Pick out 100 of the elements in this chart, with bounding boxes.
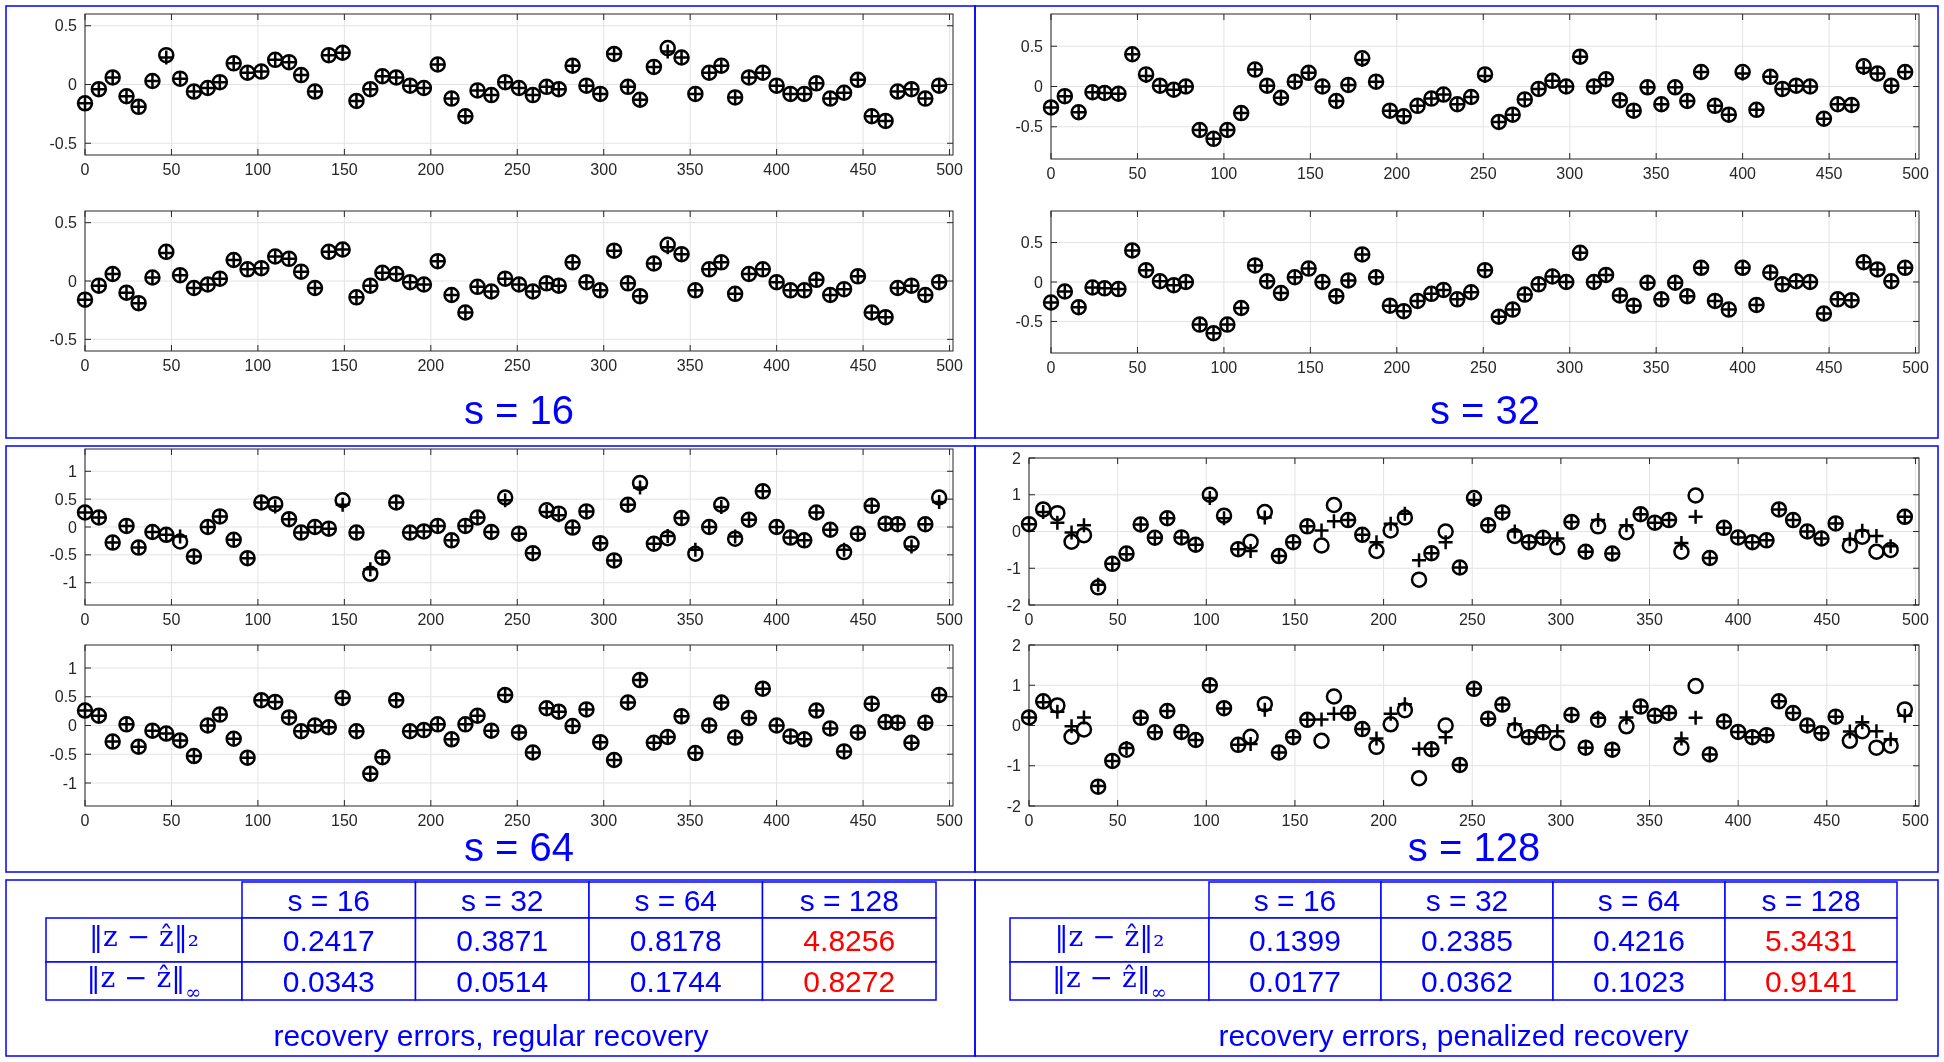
x-tick-label: 150: [331, 611, 358, 628]
x-tick-label: s = 32: [460, 883, 544, 917]
x-tick-label: 100: [244, 611, 272, 628]
x-tick-label: 200: [417, 161, 445, 178]
y-tick-label: 2: [1012, 449, 1022, 467]
x-tick-label: 50: [162, 812, 181, 829]
x-axis-title: s = 16: [463, 388, 575, 432]
x-tick-label: 400: [1724, 812, 1752, 829]
y-tick-label: -1: [1006, 757, 1022, 775]
x-tick-label: 100: [1210, 165, 1238, 182]
x-tick-label: s = 16: [287, 883, 371, 917]
x-tick-label: 250: [503, 611, 531, 628]
x-tick-label: 350: [676, 611, 704, 628]
x-tick-label: 400: [763, 611, 791, 628]
x-tick-label: 300: [1547, 812, 1575, 829]
x-tick-label: 150: [331, 812, 358, 829]
y-tick-label: 0: [1012, 717, 1022, 735]
x-tick-label: 50: [162, 161, 181, 178]
x-tick-label: 450: [1813, 611, 1841, 628]
x-tick-label: 250: [1458, 611, 1486, 628]
y-tick-label: 0: [68, 518, 78, 536]
x-tick-label: 450: [1813, 812, 1841, 829]
data-label: 0.3871: [456, 923, 549, 957]
x-tick-label: s = 128: [799, 883, 899, 917]
x-tick-label: 450: [849, 161, 877, 178]
x-tick-label: 500: [936, 812, 963, 829]
data-label: 4.8256: [803, 923, 896, 957]
x-tick-label: 200: [1370, 812, 1398, 829]
x-axis-title: s = 32: [1429, 388, 1541, 432]
x-tick-label: 350: [676, 357, 704, 374]
x-tick-label: 500: [936, 357, 963, 374]
x-tick-label: 500: [936, 161, 963, 178]
data-label: 0.1744: [629, 964, 722, 998]
x-tick-label: 450: [849, 812, 877, 829]
x-tick-label: 300: [590, 161, 618, 178]
x-tick-label: s = 128: [1761, 883, 1861, 917]
x-tick-label: 100: [1210, 359, 1238, 376]
x-tick-label: 200: [417, 611, 445, 628]
y-tick-label: 1: [1012, 676, 1022, 694]
y-tick-label: 0.5: [54, 490, 78, 508]
x-tick-label: 50: [162, 611, 181, 628]
x-tick-label: 300: [590, 812, 618, 829]
x-tick-label: 100: [244, 161, 272, 178]
x-tick-label: 300: [1556, 165, 1584, 182]
data-label: 0.2417: [282, 923, 375, 957]
x-tick-label: 500: [1902, 359, 1929, 376]
x-tick-label: 100: [244, 812, 272, 829]
y-tick-label: ‖z − ẑ‖₂: [89, 919, 199, 953]
x-tick-label: 350: [1642, 165, 1670, 182]
data-label: 0.0514: [456, 964, 549, 998]
x-tick-label: 350: [1636, 812, 1663, 829]
text: recovery errors, regular recovery: [273, 1018, 709, 1052]
y-tick-label: 0.5: [1020, 37, 1044, 55]
y-tick-label: -2: [1006, 596, 1022, 614]
x-tick-label: 400: [763, 812, 791, 829]
y-tick-label: -1: [62, 774, 78, 792]
x-tick-label: 150: [331, 161, 358, 178]
x-tick-label: 250: [1469, 165, 1497, 182]
x-tick-label: 400: [1729, 165, 1757, 182]
x-tick-label: 150: [1281, 611, 1309, 628]
x-tick-label: 450: [849, 611, 877, 628]
x-tick-label: 300: [1556, 359, 1584, 376]
x-tick-label: 50: [1128, 359, 1147, 376]
data-label: 0.9141: [1765, 964, 1857, 998]
y-tick-label: -0.5: [49, 546, 78, 564]
x-tick-label: 50: [1128, 165, 1147, 182]
x-tick-label: 500: [1902, 812, 1929, 829]
data-label: 0.1023: [1593, 964, 1685, 998]
x-tick-label: s = 64: [1597, 883, 1681, 917]
x-tick-label: 350: [676, 812, 704, 829]
x-tick-label: s = 16: [1253, 883, 1337, 917]
x-tick-label: 150: [1297, 165, 1324, 182]
x-tick-label: 50: [1108, 611, 1127, 628]
x-tick-label: 150: [331, 357, 358, 374]
x-tick-label: 150: [1281, 812, 1309, 829]
data-label: 0.0362: [1421, 964, 1513, 998]
data-label: 0.8272: [803, 964, 896, 998]
x-tick-label: 300: [590, 357, 618, 374]
x-tick-label: 400: [1729, 359, 1757, 376]
y-tick-label: 0.5: [54, 214, 78, 232]
data-label: 5.3431: [1765, 923, 1857, 957]
x-tick-label: 400: [763, 161, 791, 178]
x-tick-label: 150: [1297, 359, 1324, 376]
y-tick-label: 1: [68, 462, 78, 480]
y-tick-label: -0.5: [49, 134, 78, 152]
x-tick-label: 200: [1383, 359, 1411, 376]
x-tick-label: 400: [763, 357, 791, 374]
data-label: 0.4216: [1593, 923, 1685, 957]
x-tick-label: 200: [417, 812, 445, 829]
x-tick-label: 500: [936, 611, 963, 628]
data-label: 0.0343: [282, 964, 375, 998]
x-tick-label: 450: [849, 357, 877, 374]
x-tick-label: 300: [590, 611, 618, 628]
y-tick-label: 1: [1012, 486, 1022, 504]
x-tick-label: 400: [1724, 611, 1752, 628]
y-tick-label: 0: [68, 272, 78, 290]
y-tick-label: ‖z − ẑ‖$_{∞}$: [1051, 960, 1168, 1004]
x-tick-label: 450: [1815, 359, 1843, 376]
x-tick-label: 200: [417, 357, 445, 374]
x-tick-label: 500: [1902, 165, 1929, 182]
